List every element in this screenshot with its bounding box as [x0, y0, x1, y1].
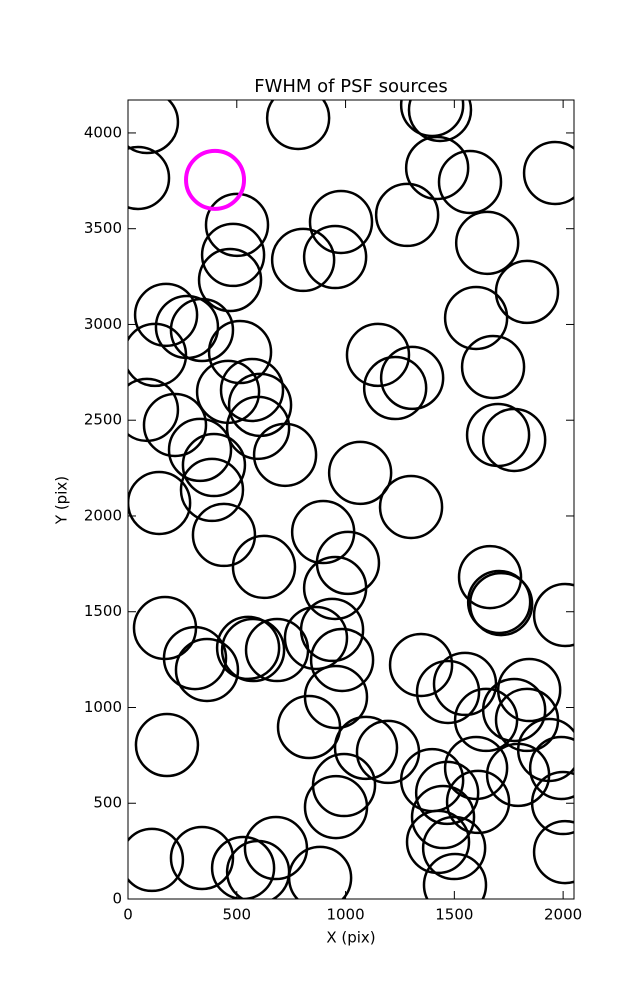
- x-tick-label: 1000: [326, 906, 364, 924]
- source-circle: [207, 319, 273, 385]
- source-circle: [276, 694, 342, 760]
- source-circle: [443, 285, 509, 351]
- source-circle: [181, 432, 247, 498]
- chart-title: FWHM of PSF sources: [254, 76, 448, 97]
- y-tick-label: 4000: [84, 123, 122, 141]
- source-circle: [530, 770, 574, 836]
- source-circle: [191, 502, 257, 568]
- source-circle: [128, 145, 171, 211]
- x-tick-label: 500: [222, 906, 251, 924]
- source-circle: [142, 392, 208, 458]
- y-tick-label: 2500: [84, 411, 122, 429]
- source-circle: [437, 149, 503, 215]
- source-circle: [421, 815, 487, 881]
- source-circle: [410, 784, 476, 850]
- source-circle: [128, 827, 185, 893]
- source-circle: [231, 534, 297, 600]
- source-circle: [270, 227, 336, 293]
- source-circle: [215, 615, 281, 681]
- y-tick-label: 3000: [84, 315, 122, 333]
- source-circle: [220, 617, 286, 683]
- source-circle: [481, 677, 547, 743]
- source-circle: [134, 712, 200, 778]
- source-circle: [333, 715, 399, 781]
- source-circle: [225, 395, 291, 461]
- source-circle: [302, 555, 368, 621]
- x-tick-label: 0: [123, 906, 133, 924]
- source-circle: [415, 659, 481, 725]
- source-circle: [399, 100, 465, 138]
- source-circle: [174, 637, 240, 703]
- source-circle: [379, 345, 445, 411]
- x-tick-label: 1500: [435, 906, 473, 924]
- y-tick-label: 2000: [84, 506, 122, 524]
- source-circle: [404, 135, 470, 201]
- y-tick-label: 500: [93, 794, 122, 812]
- source-circle: [374, 182, 440, 248]
- source-circle: [167, 417, 233, 483]
- source-circle: [265, 100, 331, 151]
- source-circle: [308, 189, 374, 255]
- source-circle: [443, 735, 509, 801]
- source-circle: [219, 357, 285, 423]
- source-circle: [378, 474, 444, 540]
- source-circle: [481, 407, 547, 473]
- source-circle: [388, 632, 454, 698]
- source-circle: [169, 297, 235, 363]
- source-circle: [244, 617, 310, 683]
- x-tick-label: 2000: [544, 906, 582, 924]
- y-tick-label: 3500: [84, 219, 122, 237]
- source-circle: [327, 440, 393, 506]
- source-circle: [169, 825, 235, 891]
- source-circle: [362, 355, 428, 421]
- source-circle: [445, 769, 511, 835]
- source-circle: [197, 247, 263, 313]
- source-circle: [243, 815, 309, 881]
- source-circle: [283, 605, 349, 671]
- source-circle: [494, 259, 560, 325]
- source-circle: [204, 192, 270, 258]
- source-circle: [303, 774, 369, 840]
- source-circle: [522, 140, 574, 206]
- source-circle: [184, 148, 247, 211]
- source-circle: [162, 625, 228, 691]
- source-circle: [532, 582, 574, 648]
- source-circle: [422, 852, 488, 899]
- source-circle: [128, 100, 180, 155]
- source-circle: [133, 282, 199, 348]
- source-circle: [453, 687, 519, 753]
- source-circle: [528, 735, 574, 801]
- plot-area: [128, 100, 574, 899]
- source-circle: [309, 627, 375, 693]
- source-circle: [179, 457, 245, 523]
- x-axis-label: X (pix): [326, 929, 375, 947]
- y-tick-label: 1000: [84, 698, 122, 716]
- source-circle: [345, 322, 411, 388]
- y-tick-label: 0: [112, 890, 122, 908]
- y-tick-label: 1500: [84, 602, 122, 620]
- source-circle: [457, 544, 523, 610]
- axes-frame: [127, 99, 575, 900]
- source-circle: [454, 210, 520, 276]
- y-axis-label: Y (pix): [53, 476, 71, 525]
- source-circle: [302, 224, 368, 290]
- source-circle: [460, 334, 526, 400]
- source-circle: [200, 222, 266, 288]
- source-circle: [287, 845, 353, 899]
- source-circle: [532, 819, 574, 885]
- source-circle: [405, 809, 471, 875]
- source-circle: [252, 422, 318, 488]
- source-circle: [468, 571, 534, 637]
- source-circle: [414, 760, 480, 826]
- source-circle: [466, 569, 532, 635]
- source-circle: [128, 322, 188, 388]
- source-circle: [407, 100, 473, 143]
